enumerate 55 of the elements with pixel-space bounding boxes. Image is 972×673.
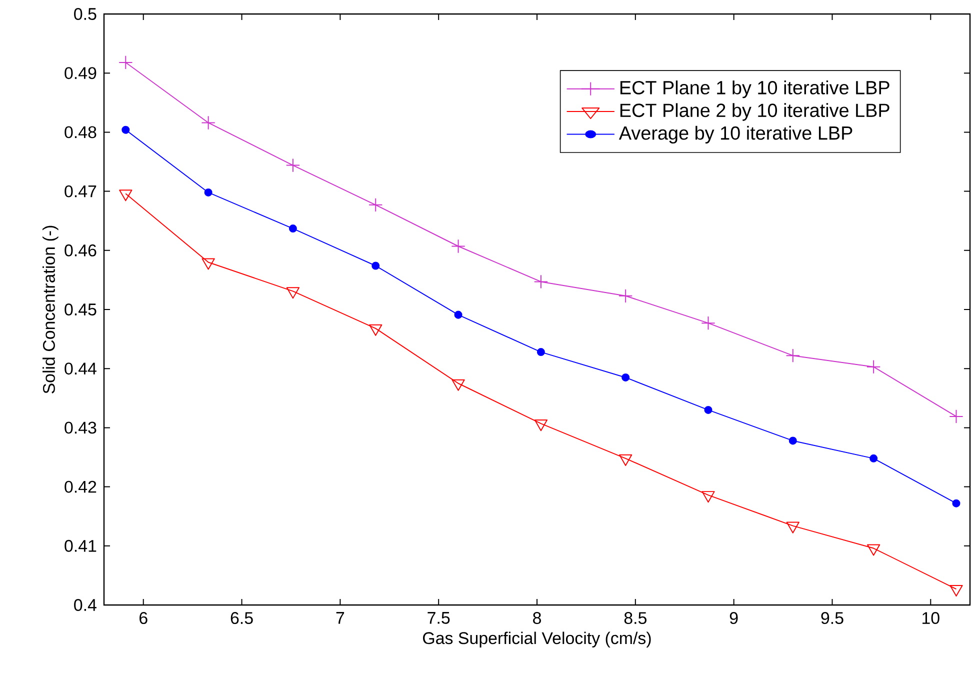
x-tick-label: 10 xyxy=(922,612,940,624)
point xyxy=(701,316,716,330)
point xyxy=(286,158,300,172)
y-tick-label: 0.42 xyxy=(64,480,96,493)
point xyxy=(786,522,800,534)
point xyxy=(368,198,383,212)
x-tick-label: 8 xyxy=(533,612,541,624)
y-tick-label: 0.4 xyxy=(74,599,96,611)
x-tick-label: 7.5 xyxy=(428,612,450,624)
point xyxy=(201,116,216,130)
y-tick-label: 0.45 xyxy=(64,304,96,316)
x-tick-label: 9.5 xyxy=(821,612,844,624)
point xyxy=(866,360,881,374)
point xyxy=(451,239,466,254)
y-tick-label: 0.44 xyxy=(64,362,96,375)
x-axis-title: Gas Superficial Velocity (cm/s) xyxy=(423,632,651,648)
y-tick-label: 0.43 xyxy=(64,422,96,434)
x-tick-label: 7 xyxy=(336,612,344,624)
point xyxy=(118,55,133,70)
point xyxy=(870,454,878,462)
legend-label: ECT Plane 1 by 10 iterative LBP xyxy=(620,80,890,98)
legend-label: Average by 10 iterative LBP xyxy=(618,126,852,144)
point xyxy=(950,585,963,597)
y-tick-label: 0.46 xyxy=(64,244,96,256)
point xyxy=(372,262,380,270)
point xyxy=(369,324,382,336)
x-tick-label: 6.5 xyxy=(230,612,253,624)
point xyxy=(534,274,548,289)
point xyxy=(452,379,465,391)
point xyxy=(122,126,130,134)
point xyxy=(788,436,797,445)
point xyxy=(288,224,297,233)
point xyxy=(618,288,633,303)
x-tick-label: 9 xyxy=(730,612,738,624)
point xyxy=(204,188,212,196)
y-tick-label: 0.47 xyxy=(64,185,96,198)
point xyxy=(704,406,712,414)
point xyxy=(534,420,548,432)
point xyxy=(454,310,462,319)
y-tick-label: 0.5 xyxy=(74,8,96,20)
point xyxy=(786,348,800,363)
point xyxy=(619,454,632,466)
y-tick-label: 0.48 xyxy=(64,126,96,138)
point xyxy=(622,373,630,382)
legend-label: ECT Plane 2 by 10 iterative LBP xyxy=(620,103,890,121)
y-tick-label: 0.49 xyxy=(64,67,96,80)
point xyxy=(866,544,880,556)
point xyxy=(949,409,964,424)
x-tick-label: 8.5 xyxy=(624,612,646,624)
point xyxy=(702,491,715,503)
point xyxy=(536,348,545,356)
y-axis-title: Solid Concentration (-) xyxy=(42,226,58,394)
x-tick-label: 6 xyxy=(140,612,148,624)
point xyxy=(952,499,960,508)
y-tick-label: 0.41 xyxy=(64,540,96,552)
